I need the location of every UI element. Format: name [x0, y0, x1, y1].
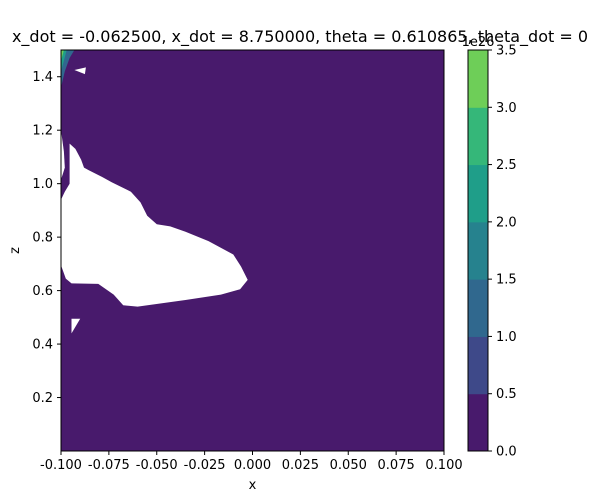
- colorbar-tick-label: 3.0: [496, 101, 517, 116]
- x-tick-label: 0.000: [234, 458, 271, 473]
- y-tick-label: 0.8: [32, 231, 53, 246]
- colorbar-tick-label: 0.0: [496, 445, 517, 460]
- x-tick-label: 0.100: [425, 458, 462, 473]
- colorbar-tick-label: 1.5: [496, 273, 517, 288]
- x-tick-label: 0.050: [330, 458, 367, 473]
- y-tick-label: 0.2: [32, 391, 53, 406]
- colorbar-tick-label: 0.5: [496, 387, 517, 402]
- colorbar-frame: [467, 49, 489, 452]
- chart-title: x_dot = -0.062500, x_dot = 8.750000, the…: [12, 27, 588, 47]
- peak-contour-layer: [61, 50, 75, 88]
- colorbar-band: [468, 221, 488, 280]
- undefined-region: [74, 67, 86, 75]
- colorbar-band: [468, 50, 488, 108]
- peak-contour-band: [61, 50, 64, 61]
- colorbar-tick-label: 2.0: [496, 215, 517, 230]
- undefined-regions: [61, 67, 248, 334]
- y-axis-label: z: [8, 247, 23, 254]
- y-tick-label: 0.4: [32, 338, 53, 353]
- colorbar-tick-label: 1.0: [496, 330, 517, 345]
- x-tick-label: 0.075: [378, 458, 415, 473]
- peak-contour-band: [61, 50, 75, 88]
- y-tick-label: 0.6: [32, 284, 53, 299]
- y-tick-label: 1.2: [32, 124, 53, 139]
- x-tick-label: -0.050: [136, 458, 178, 473]
- colorbar: 0.0 0.5 1.0 1.5 2.0 2.5 3.0 3.5 1e26: [462, 35, 517, 460]
- x-tick-label: -0.075: [88, 458, 130, 473]
- x-axis-label: x: [249, 478, 257, 493]
- x-tick-label: -0.100: [40, 458, 82, 473]
- x-tick-label: 0.025: [282, 458, 319, 473]
- undefined-region: [71, 318, 81, 334]
- colorbar-band: [468, 393, 488, 452]
- colorbar-bands: [468, 50, 488, 452]
- y-tick-label: 1.4: [32, 70, 53, 85]
- colorbar-offset-text: 1e26: [462, 35, 495, 50]
- colorbar-tick-label: 3.5: [496, 44, 517, 59]
- colorbar-ticks: 0.0 0.5 1.0 1.5 2.0 2.5 3.0 3.5: [488, 44, 517, 460]
- colorbar-band: [468, 107, 488, 166]
- undefined-region: [61, 130, 65, 180]
- y-tick-label: 1.0: [32, 177, 53, 192]
- colorbar-band: [468, 164, 488, 223]
- x-axis: -0.100 -0.075 -0.050 -0.025 0.000 0.025 0.050 0…: [40, 451, 463, 473]
- colorbar-tick-label: 2.5: [496, 158, 517, 173]
- x-tick-label: -0.025: [184, 458, 226, 473]
- undefined-region: [61, 143, 248, 307]
- colorbar-band: [468, 336, 488, 395]
- plot-area: [60, 49, 445, 452]
- colorbar-band: [468, 279, 488, 337]
- y-axis: 0.2 0.4 0.6 0.8 1.0 1.2 1.4: [32, 70, 61, 406]
